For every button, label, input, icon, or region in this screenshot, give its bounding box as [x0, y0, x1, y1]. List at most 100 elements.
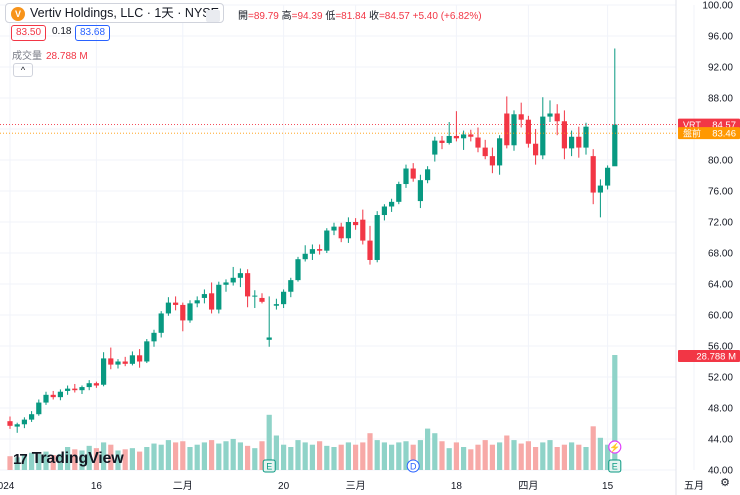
symbol-title[interactable]: V Vertiv Holdings, LLC · 1天 · NYSE: [5, 3, 224, 23]
volume-bar: [237, 442, 243, 470]
volume-bar: [403, 441, 409, 470]
volume-bar: [489, 444, 495, 470]
volume-bar: [288, 447, 294, 470]
x-tick-label: 024: [0, 481, 15, 492]
volume-bar: [223, 441, 229, 470]
close-value: =84.57: [378, 11, 410, 22]
volume-bar: [21, 455, 27, 470]
y-tick-label: 44.00: [708, 435, 733, 446]
candle-body: [425, 169, 431, 181]
candle-body: [324, 230, 330, 251]
candle-body: [101, 358, 107, 385]
candle-body: [309, 249, 315, 254]
volume-legend: 成交量 28.788 M: [12, 47, 88, 62]
volume-bar: [338, 444, 344, 470]
symbol-title-text: Vertiv Holdings, LLC · 1天 · NYSE: [30, 5, 219, 20]
candle-body: [165, 302, 171, 314]
volume-bar: [453, 442, 459, 470]
volume-bar: [273, 435, 279, 470]
volume-bar: [461, 447, 467, 470]
candle-body: [468, 134, 474, 137]
visibility-toggle-icon[interactable]: [206, 10, 220, 22]
x-tick-label: 15: [602, 481, 614, 492]
candle-body: [50, 394, 56, 398]
volume-bar: [36, 453, 42, 470]
earnings-marker-icon: [608, 459, 622, 473]
volume-bar: [151, 443, 157, 470]
candle-body: [108, 358, 114, 365]
low-value: =81.84: [335, 11, 367, 22]
volume-bar: [533, 447, 539, 470]
candle-body: [389, 201, 395, 207]
tradingview-logo[interactable]: 17 TradingView: [13, 450, 124, 468]
volume-bar: [7, 456, 13, 470]
candle-body: [453, 135, 459, 139]
y-tick-label: 40.00: [708, 466, 733, 477]
volume-bar: [122, 449, 128, 470]
candle-body: [482, 147, 488, 157]
event-marker-label: ⚡: [609, 442, 620, 454]
candle-body: [7, 421, 13, 426]
candle-body: [151, 332, 157, 342]
candle-body: [29, 414, 35, 420]
volume-bar: [158, 444, 164, 470]
volume-bar: [259, 441, 265, 470]
candle-body: [173, 302, 179, 305]
ask-button[interactable]: 83.68: [75, 25, 111, 41]
candle-body: [93, 383, 99, 386]
candle-body: [137, 355, 143, 362]
volume-bar: [93, 448, 99, 470]
low-label: 低: [325, 11, 336, 22]
volume-bar: [353, 444, 359, 470]
candle-body: [605, 167, 611, 186]
candle-body: [381, 206, 387, 216]
candle-body: [273, 304, 279, 306]
volume-bar: [612, 355, 618, 470]
bid-button[interactable]: 83.50: [11, 25, 47, 41]
volume-bar: [86, 445, 92, 470]
candle-body: [216, 284, 222, 310]
tradingview-mark-icon: 17: [13, 450, 28, 468]
candle-body: [43, 394, 49, 403]
volume-bar: [108, 444, 114, 470]
volume-bar: [14, 457, 20, 470]
volume-bar: [65, 447, 71, 470]
candle-body: [345, 222, 351, 239]
volume-bar: [518, 443, 524, 470]
volume-bar: [367, 433, 373, 470]
candle-body: [504, 113, 510, 146]
volume-bar: [475, 444, 481, 470]
volume-bar: [540, 442, 546, 470]
candle-body: [295, 259, 301, 281]
y-tick-label: 100.00: [702, 1, 733, 12]
candle-body: [36, 402, 42, 415]
candle-body: [338, 226, 344, 239]
close-label: 收: [368, 11, 379, 22]
volume-bar: [482, 440, 488, 470]
candle-body: [396, 184, 402, 202]
volume-bar: [252, 448, 258, 470]
volume-bar: [115, 450, 121, 470]
volume-bar: [187, 447, 193, 470]
ohlc-readout: 開=89.79 高=94.39 低=81.84 收=84.57 +5.40 (+…: [238, 7, 482, 22]
volume-bar: [173, 442, 179, 470]
candle-body: [281, 291, 287, 305]
candle-body: [187, 303, 193, 321]
candle-body: [129, 355, 135, 364]
y-tick-label: 68.00: [708, 249, 733, 260]
candle-body: [201, 294, 207, 298]
price-tag-label: 盤前: [683, 128, 701, 139]
y-tick-label: 96.00: [708, 32, 733, 43]
candle-body: [367, 240, 373, 260]
volume-bar: [209, 440, 215, 470]
collapse-legend-button[interactable]: ^: [13, 63, 33, 77]
tradingview-name: TradingView: [31, 450, 124, 467]
volume-bar: [497, 442, 503, 470]
scale-settings-icon[interactable]: ⚙: [720, 477, 730, 489]
candle-body: [353, 222, 359, 226]
high-value: =94.39: [291, 11, 323, 22]
y-tick-label: 88.00: [708, 94, 733, 105]
candle-body: [533, 143, 539, 156]
open-label: 開: [238, 11, 248, 22]
